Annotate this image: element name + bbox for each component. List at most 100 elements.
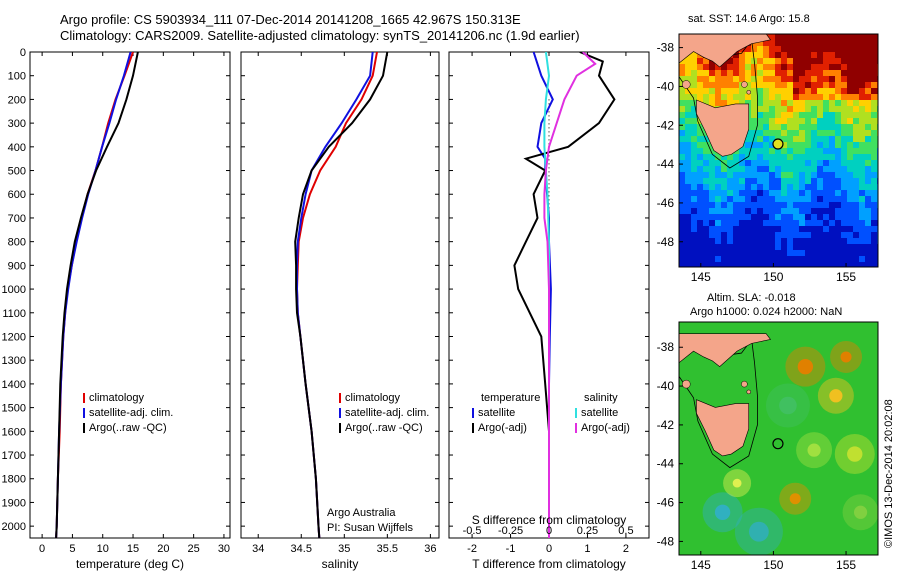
sst-cell xyxy=(691,184,697,190)
sst-cell xyxy=(709,88,715,94)
sst-cell xyxy=(871,142,877,148)
sst-cell xyxy=(751,208,757,214)
map-field xyxy=(679,322,878,555)
sst-cell xyxy=(733,196,739,202)
sst-cell xyxy=(769,136,775,142)
sst-cell xyxy=(721,262,727,267)
map-field xyxy=(679,34,878,267)
sst-cell xyxy=(865,190,871,196)
sst-cell xyxy=(697,64,703,70)
sst-cell xyxy=(793,250,799,256)
sst-cell xyxy=(697,148,703,154)
sst-cell xyxy=(805,148,811,154)
sst-cell xyxy=(685,214,691,220)
sst-cell xyxy=(787,154,793,160)
sst-cell xyxy=(781,220,787,226)
sst-cell xyxy=(865,220,871,226)
sst-cell xyxy=(805,244,811,250)
island xyxy=(682,379,691,389)
sst-cell xyxy=(829,52,835,58)
sst-cell xyxy=(757,112,763,118)
sst-cell xyxy=(685,166,691,172)
sst-cell xyxy=(847,160,853,166)
sst-cell xyxy=(835,202,841,208)
sst-cell xyxy=(817,88,823,94)
y-tick-label: 1900 xyxy=(2,497,26,509)
sst-cell xyxy=(757,238,763,244)
sst-cell xyxy=(751,64,757,70)
sst-cell xyxy=(751,214,757,220)
sst-cell xyxy=(847,106,853,112)
sst-cell xyxy=(775,64,781,70)
sst-cell xyxy=(751,202,757,208)
sst-cell xyxy=(751,232,757,238)
sst-cell xyxy=(793,178,799,184)
sst-cell xyxy=(811,244,817,250)
sst-cell xyxy=(847,82,853,88)
sst-cell xyxy=(823,64,829,70)
sst-cell xyxy=(769,244,775,250)
sst-cell xyxy=(799,34,805,40)
sst-cell xyxy=(733,154,739,160)
sst-cell xyxy=(733,52,739,58)
sst-cell xyxy=(727,202,733,208)
sst-cell xyxy=(751,118,757,124)
sst-cell xyxy=(853,76,859,82)
sst-cell xyxy=(697,250,703,256)
sst-cell xyxy=(811,112,817,118)
sst-cell xyxy=(679,112,685,118)
sst-cell xyxy=(865,142,871,148)
sst-cell xyxy=(841,250,847,256)
sst-cell xyxy=(841,256,847,262)
sst-cell xyxy=(859,244,865,250)
sst-cell xyxy=(781,202,787,208)
sst-cell xyxy=(859,256,865,262)
sst-cell xyxy=(823,190,829,196)
sst-cell xyxy=(805,76,811,82)
sst-cell xyxy=(805,70,811,76)
sst-cell xyxy=(703,220,709,226)
sst-cell xyxy=(853,184,859,190)
sst-cell xyxy=(727,190,733,196)
sst-cell xyxy=(817,238,823,244)
sst-cell xyxy=(871,52,877,58)
sst-cell xyxy=(871,76,877,82)
sst-cell xyxy=(811,58,817,64)
sst-cell xyxy=(745,202,751,208)
sst-cell xyxy=(757,70,763,76)
sst-cell xyxy=(865,232,871,238)
sla-blob xyxy=(853,505,868,519)
sst-cell xyxy=(751,112,757,118)
sst-cell xyxy=(805,64,811,70)
tasmania-land xyxy=(696,99,750,157)
sst-cell xyxy=(823,118,829,124)
sst-cell xyxy=(685,256,691,262)
sst-cell xyxy=(817,142,823,148)
sst-cell xyxy=(847,64,853,70)
y-tick-label: 100 xyxy=(8,71,26,83)
sst-cell xyxy=(715,196,721,202)
sst-cell xyxy=(871,82,877,88)
legend-entry: Argo(..raw -QC) xyxy=(89,422,167,434)
sst-cell xyxy=(853,232,859,238)
sst-cell xyxy=(697,130,703,136)
sst-cell xyxy=(787,250,793,256)
sst-cell xyxy=(733,190,739,196)
sst-cell xyxy=(691,82,697,88)
sst-cell xyxy=(865,70,871,76)
sst-cell xyxy=(775,94,781,100)
sst-cell xyxy=(823,52,829,58)
sst-cell xyxy=(679,154,685,160)
sst-cell xyxy=(799,142,805,148)
sst-cell xyxy=(835,52,841,58)
sst-cell xyxy=(823,196,829,202)
sst-cell xyxy=(775,166,781,172)
sst-cell xyxy=(751,250,757,256)
sst-cell xyxy=(847,214,853,220)
sst-cell xyxy=(745,208,751,214)
sst-cell xyxy=(709,202,715,208)
y-tick-label: 400 xyxy=(8,142,26,154)
sst-cell xyxy=(703,160,709,166)
map-y-tick-label: -40 xyxy=(657,79,675,93)
sst-cell xyxy=(859,82,865,88)
